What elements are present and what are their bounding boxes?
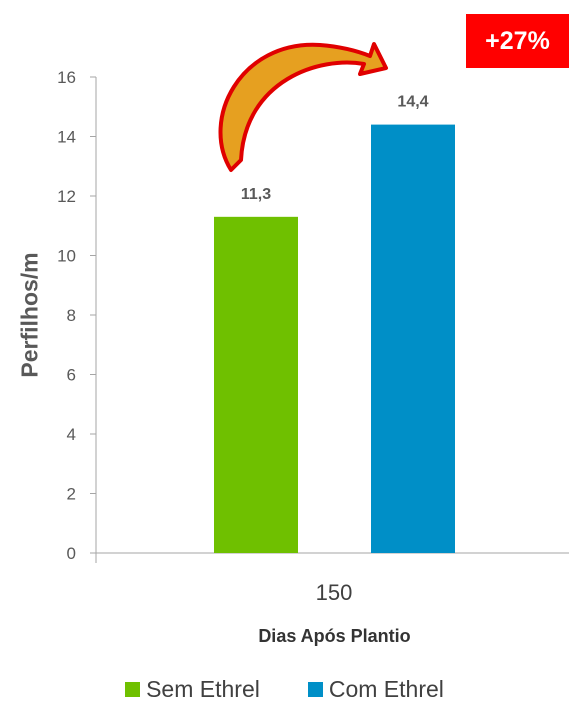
legend-item-com-ethrel: Com Ethrel (307, 676, 444, 703)
bar-0 (214, 216, 298, 553)
legend-label-sem-ethrel: Sem Ethrel (146, 676, 260, 702)
increase-badge: +27% (466, 14, 569, 68)
y-tick-label: 16 (57, 68, 76, 87)
x-axis-title: Dias Após Plantio (258, 626, 411, 646)
x-tick-label: 150 (316, 580, 353, 605)
y-tick-label: 4 (67, 425, 76, 444)
y-axis-title: Perfilhos/m (16, 252, 43, 378)
legend: Sem Ethrel Com Ethrel (0, 676, 569, 703)
y-tick-label: 2 (67, 485, 76, 504)
y-tick-label: 14 (57, 128, 76, 147)
data-label-0: 11,3 (241, 186, 271, 203)
y-tick-label: 6 (67, 366, 76, 385)
curved-arrow-icon (218, 42, 388, 172)
y-tick-label: 12 (57, 187, 76, 206)
legend-swatch-sem-ethrel (125, 682, 141, 697)
y-tick-label: 8 (67, 306, 76, 325)
y-tick-label: 0 (67, 544, 76, 563)
bar-1 (371, 124, 455, 553)
legend-item-sem-ethrel: Sem Ethrel (125, 676, 260, 703)
legend-label-com-ethrel: Com Ethrel (328, 676, 444, 702)
y-tick-label: 10 (57, 247, 76, 266)
data-label-1: 14,4 (397, 94, 428, 111)
legend-swatch-com-ethrel (307, 682, 323, 697)
